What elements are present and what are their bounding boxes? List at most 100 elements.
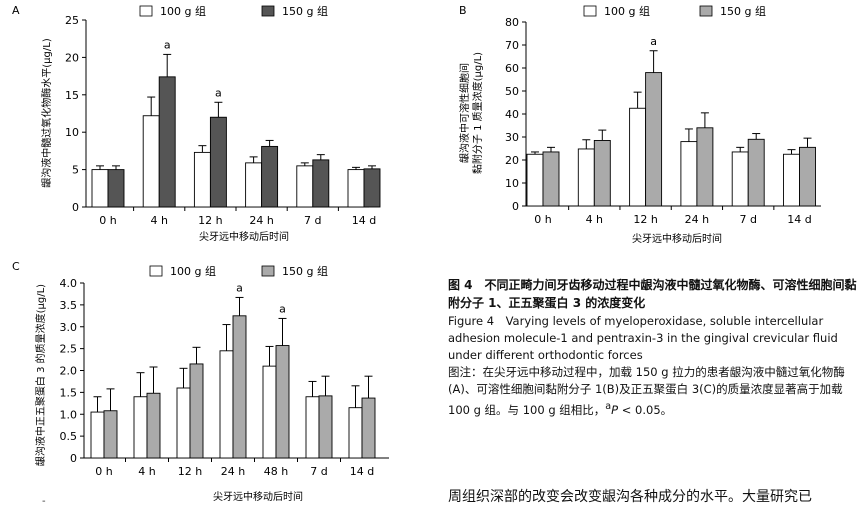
y-tick-label: 4.0 — [60, 277, 78, 290]
y-tick-label: 10 — [65, 126, 79, 139]
figure-caption: 图 4 不同正畸力间牙齿移动过程中龈沟液中髓过氧化物酶、可溶性细胞间黏附分子 1… — [448, 276, 858, 419]
y-tick-label: 15 — [65, 89, 79, 102]
bar — [696, 127, 714, 207]
bar — [189, 363, 204, 459]
y-tick-label: 40 — [505, 108, 519, 121]
bar — [91, 169, 109, 208]
caption-note-end: < 0.05。 — [618, 402, 673, 417]
bar — [318, 395, 333, 459]
bar — [176, 387, 191, 459]
bar — [731, 151, 749, 207]
caption-note-p: P — [611, 402, 619, 417]
bar — [261, 145, 279, 208]
body-text: 周组织深部的改变会改变龈沟各种成分的水平。大量研究已 — [448, 489, 812, 505]
bar — [577, 148, 595, 207]
y-tick-label: 50 — [505, 85, 519, 98]
bar — [193, 151, 211, 208]
caption-note: 图注：在尖牙远中移动过程中，加载 150 g 拉力的患者龈沟液中髓过氧化物酶(A… — [448, 364, 858, 419]
bar — [90, 411, 105, 459]
bar — [348, 407, 363, 459]
x-tick-label: 12 h — [633, 213, 657, 226]
y-tick-label: 3.0 — [60, 321, 78, 334]
legend-label: 100 g 组 — [170, 264, 216, 278]
legend-label: 100 g 组 — [160, 4, 206, 18]
y-tick-label: 0 — [72, 201, 79, 214]
bar — [232, 315, 247, 459]
caption-note-text: 图注：在尖牙远中移动过程中，加载 150 g 拉力的患者龈沟液中髓过氧化物酶(A… — [448, 365, 845, 417]
chart-panel-b: B 0 10 20 30 40 50 60 70 80 龈沟液中可溶性细胞间 黏附分子 1 质量浓度(… — [458, 4, 821, 245]
bar — [783, 153, 800, 207]
x-tick-label: 4 h — [138, 465, 155, 478]
legend-swatch — [583, 5, 597, 17]
caption-english: Figure 4 Varying levels of myeloperoxida… — [448, 314, 838, 362]
bar — [275, 345, 290, 459]
x-tick-label: 12 h — [198, 214, 222, 227]
x-tick-label: 4 h — [150, 214, 167, 227]
bar — [262, 365, 277, 459]
legend-swatch — [261, 265, 275, 277]
significance-mark: a — [650, 35, 657, 48]
y-tick-label: 70 — [505, 39, 519, 52]
panel-label: C — [12, 260, 20, 273]
bar — [209, 116, 227, 208]
y-axis-title: 龈沟液中髓过氧化物酶水平(μg/L) — [40, 38, 53, 188]
x-tick-label: 4 h — [586, 213, 603, 226]
x-tick-label: 14 d — [350, 465, 374, 478]
bar — [645, 72, 663, 207]
significance-mark: a — [236, 281, 243, 294]
y-tick-label: 20 — [505, 154, 519, 167]
y-tick-label: 20 — [65, 51, 79, 64]
y-tick-label: 60 — [505, 62, 519, 75]
y-tick-label: 80 — [505, 16, 519, 29]
significance-mark: a — [215, 86, 222, 99]
legend-swatch — [699, 5, 713, 17]
chart-panel-a: A 0 5 10 15 20 25 龈沟液中髓过氧化物酶水平(μg/L) 尖牙远中移动后时间 10… — [12, 4, 381, 243]
bar — [747, 138, 765, 207]
x-tick-label: 24 h — [249, 214, 273, 227]
x-tick-label: 7 d — [739, 213, 756, 226]
bar — [103, 410, 118, 459]
bar — [799, 146, 816, 207]
y-tick-label: 2.5 — [60, 343, 78, 356]
bar — [593, 139, 611, 207]
panel-label: A — [12, 4, 20, 17]
y-tick-label: 1.0 — [60, 408, 78, 421]
y-axis-title: 龈沟液中正五聚蛋白 3 的质量浓度(μg/L) — [34, 284, 47, 466]
x-tick-label: 0 h — [534, 213, 551, 226]
bar — [526, 153, 544, 207]
caption-note-sup: a — [605, 401, 612, 412]
x-tick-label: 24 h — [685, 213, 709, 226]
bar — [146, 392, 161, 459]
caption-title: 图 4 不同正畸力间牙齿移动过程中龈沟液中髓过氧化物酶、可溶性细胞间黏附分子 1… — [448, 278, 857, 310]
x-tick-label: 48 h — [264, 465, 288, 478]
bar — [312, 159, 330, 208]
legend-swatch — [149, 265, 163, 277]
x-tick-label: 14 d — [787, 213, 811, 226]
chart-panel-c: C 0 0.5 1.0 1.5 2.0 2.5 3.0 3.5 4.0 龈沟液中正五聚蛋白 3 的质… — [12, 260, 389, 503]
x-tick-label: 14 d — [352, 214, 376, 227]
bar — [680, 141, 698, 207]
x-tick-label: 7 d — [304, 214, 321, 227]
y-tick-label: 30 — [505, 131, 519, 144]
bar — [107, 169, 125, 208]
bar — [305, 396, 320, 459]
x-tick-label: 0 h — [99, 214, 116, 227]
x-tick-label: 12 h — [178, 465, 202, 478]
y-tick-label: 1.5 — [60, 386, 78, 399]
y-tick-label: 10 — [505, 177, 519, 190]
legend-label: 150 g 组 — [282, 264, 328, 278]
x-axis-title: 尖牙远中移动后时间 — [199, 230, 289, 243]
y-tick-label: 0 — [512, 200, 519, 213]
bar — [219, 350, 234, 459]
y-axis-title: 龈沟液中可溶性细胞间 — [458, 63, 471, 163]
significance-mark: a — [279, 302, 286, 315]
bar — [363, 168, 381, 208]
bar — [158, 76, 176, 208]
x-tick-label: 7 d — [310, 465, 327, 478]
x-tick-label: 0 h — [95, 465, 112, 478]
legend-label: 150 g 组 — [282, 4, 328, 18]
legend-swatch — [139, 5, 153, 17]
y-tick-label: 2.0 — [60, 365, 78, 378]
bar — [629, 107, 647, 207]
